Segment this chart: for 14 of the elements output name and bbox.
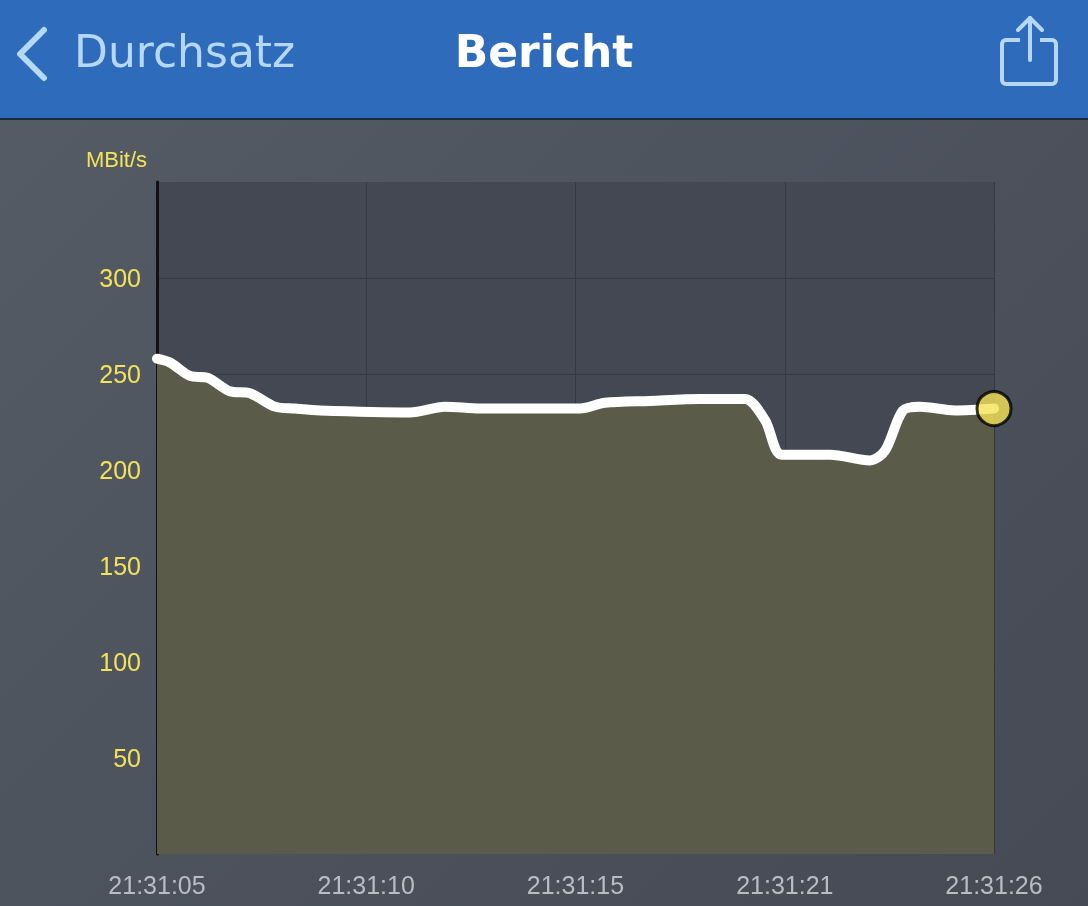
x-tick-label: 21:31:15 [526,870,625,899]
y-axis-title: MBit/s [85,146,147,172]
text: Durchsatz [74,26,296,77]
y-tick-label: 150 [99,552,141,580]
chart-title: Bericht [454,26,634,77]
x-tick-label: 21:31:05 [108,870,206,899]
x-tick-label: 21:31:26 [945,870,1043,899]
y-tick-label: 100 [99,648,141,676]
x-tick-label: 21:31:10 [317,870,415,899]
x-tick-label: 21:31:21 [736,870,834,899]
y-tick-label: 250 [99,360,141,388]
y-tick-label: 200 [99,456,141,484]
y-tick-label: 300 [99,264,141,292]
y-tick-label: 50 [113,744,141,772]
